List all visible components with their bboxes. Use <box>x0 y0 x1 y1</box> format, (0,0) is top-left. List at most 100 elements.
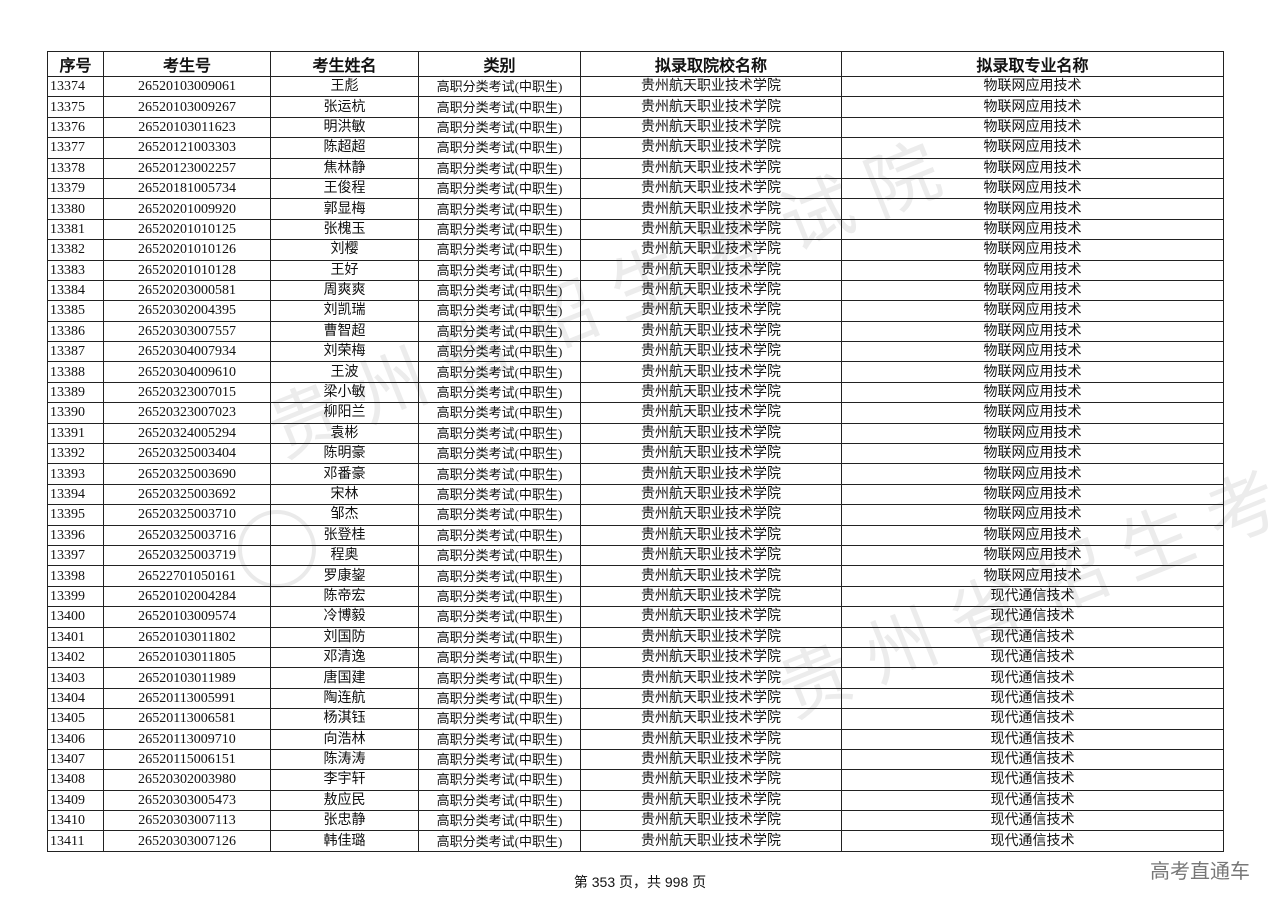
cell-seq: 13379 <box>47 177 104 200</box>
cell-exam-id: 26520201010128 <box>103 259 271 281</box>
cell-name: 邹杰 <box>270 504 419 526</box>
cell-major: 物联网应用技术 <box>841 422 1224 445</box>
cell-category: 高职分类考试(中职生) <box>418 300 581 322</box>
cell-major: 物联网应用技术 <box>841 443 1224 465</box>
cell-major: 现代通信技术 <box>841 830 1224 852</box>
cell-major: 物联网应用技术 <box>841 463 1224 485</box>
cell-exam-id: 26520304009610 <box>103 361 271 383</box>
cell-school: 贵州航天职业技术学院 <box>580 218 842 241</box>
cell-exam-id: 26520325003710 <box>103 504 271 526</box>
table-row: 13403 26520103011989 唐国建 高职分类考试(中职生) 贵州航天职业技… <box>47 667 1224 689</box>
header-seq: 序号 <box>47 51 104 77</box>
cell-category: 高职分类考试(中职生) <box>418 198 581 220</box>
cell-exam-id: 26520302004395 <box>103 300 271 322</box>
cell-seq: 13409 <box>47 789 104 812</box>
cell-name: 袁彬 <box>270 422 419 445</box>
header-exam-id: 考生号 <box>103 51 271 77</box>
cell-name: 陈明豪 <box>270 443 419 465</box>
cell-name: 张登桂 <box>270 524 419 546</box>
cell-seq: 13377 <box>47 137 104 159</box>
cell-major: 物联网应用技术 <box>841 218 1224 241</box>
cell-major: 现代通信技术 <box>841 667 1224 689</box>
cell-major: 物联网应用技术 <box>841 483 1224 506</box>
cell-school: 贵州航天职业技术学院 <box>580 544 842 567</box>
cell-category: 高职分类考试(中职生) <box>418 708 581 730</box>
table-row: 13389 26520323007015 梁小敏 高职分类考试(中职生) 贵州航天职业技… <box>47 381 1224 404</box>
cell-major: 物联网应用技术 <box>841 565 1224 587</box>
cell-seq: 13394 <box>47 483 104 506</box>
cell-seq: 13399 <box>47 585 104 608</box>
cell-exam-id: 26520325003719 <box>103 544 271 567</box>
cell-seq: 13396 <box>47 524 104 546</box>
cell-name: 敖应民 <box>270 789 419 812</box>
table-row: 13401 26520103011802 刘国防 高职分类考试(中职生) 贵州航天职业技… <box>47 626 1224 648</box>
page-info: 第 353 页，共 998 页 <box>573 874 707 890</box>
table-row: 13411 26520303007126 韩佳璐 高职分类考试(中职生) 贵州航天职业技… <box>47 830 1224 852</box>
cell-major: 现代通信技术 <box>841 585 1224 608</box>
table-row: 13399 26520102004284 陈帝宏 高职分类考试(中职生) 贵州航天职业技… <box>47 585 1224 608</box>
table-row: 13410 26520303007113 张忠静 高职分类考试(中职生) 贵州航天职业技… <box>47 810 1224 832</box>
table-row: 13376 26520103011623 明洪敏 高职分类考试(中职生) 贵州航天职业技… <box>47 116 1224 139</box>
cell-school: 贵州航天职业技术学院 <box>580 504 842 526</box>
cell-exam-id: 26520103011623 <box>103 116 271 139</box>
cell-school: 贵州航天职业技术学院 <box>580 789 842 812</box>
cell-name: 李宇轩 <box>270 769 419 791</box>
cell-school: 贵州航天职业技术学院 <box>580 116 842 139</box>
cell-category: 高职分类考试(中职生) <box>418 443 581 465</box>
table-row: 13409 26520303005473 敖应民 高职分类考试(中职生) 贵州航天职业技… <box>47 789 1224 812</box>
cell-seq: 13405 <box>47 708 104 730</box>
cell-name: 刘荣梅 <box>270 341 419 363</box>
table-row: 13375 26520103009267 张运杭 高职分类考试(中职生) 贵州航天职业技… <box>47 96 1224 118</box>
table-row: 13381 26520201010125 张槐玉 高职分类考试(中职生) 贵州航天职业技… <box>47 218 1224 241</box>
table-row: 13395 26520325003710 邹杰 高职分类考试(中职生) 贵州航天职业技术… <box>47 504 1224 526</box>
cell-seq: 13383 <box>47 259 104 281</box>
cell-exam-id: 26522701050161 <box>103 565 271 587</box>
cell-name: 柳阳兰 <box>270 402 419 424</box>
cell-exam-id: 26520201010125 <box>103 218 271 241</box>
cell-seq: 13411 <box>47 830 104 852</box>
cell-name: 陈涛涛 <box>270 748 419 771</box>
cell-name: 王俊程 <box>270 177 419 200</box>
cell-major: 现代通信技术 <box>841 646 1224 669</box>
cell-name: 陈帝宏 <box>270 585 419 608</box>
cell-exam-id: 26520103009574 <box>103 606 271 628</box>
cell-category: 高职分类考试(中职生) <box>418 75 581 98</box>
cell-seq: 13380 <box>47 198 104 220</box>
cell-category: 高职分类考试(中职生) <box>418 402 581 424</box>
cell-name: 周爽爽 <box>270 279 419 302</box>
cell-school: 贵州航天职业技术学院 <box>580 96 842 118</box>
table-row: 13394 26520325003692 宋林 高职分类考试(中职生) 贵州航天职业技术… <box>47 483 1224 506</box>
cell-school: 贵州航天职业技术学院 <box>580 646 842 669</box>
table-row: 13385 26520302004395 刘凯瑞 高职分类考试(中职生) 贵州航天职业技… <box>47 300 1224 322</box>
cell-seq: 13375 <box>47 96 104 118</box>
cell-major: 现代通信技术 <box>841 810 1224 832</box>
cell-school: 贵州航天职业技术学院 <box>580 198 842 220</box>
table-row: 13388 26520304009610 王波 高职分类考试(中职生) 贵州航天职业技术… <box>47 361 1224 383</box>
table-row: 13382 26520201010126 刘樱 高职分类考试(中职生) 贵州航天职业技术… <box>47 239 1224 261</box>
table-row: 13392 26520325003404 陈明豪 高职分类考试(中职生) 贵州航天职业技… <box>47 443 1224 465</box>
cell-school: 贵州航天职业技术学院 <box>580 810 842 832</box>
header-school: 拟录取院校名称 <box>580 51 842 77</box>
cell-name: 张运杭 <box>270 96 419 118</box>
cell-school: 贵州航天职业技术学院 <box>580 463 842 485</box>
cell-category: 高职分类考试(中职生) <box>418 422 581 445</box>
cell-exam-id: 26520323007023 <box>103 402 271 424</box>
cell-school: 贵州航天职业技术学院 <box>580 830 842 852</box>
header-category: 类别 <box>418 51 581 77</box>
cell-seq: 13402 <box>47 646 104 669</box>
cell-major: 物联网应用技术 <box>841 239 1224 261</box>
table-body: 13374 26520103009061 王彪 高职分类考试(中职生) 贵州航天职业技术… <box>47 75 1224 852</box>
cell-school: 贵州航天职业技术学院 <box>580 443 842 465</box>
cell-school: 贵州航天职业技术学院 <box>580 769 842 791</box>
cell-exam-id: 26520325003690 <box>103 463 271 485</box>
cell-exam-id: 26520103011805 <box>103 646 271 669</box>
cell-exam-id: 26520113006581 <box>103 708 271 730</box>
cell-name: 王好 <box>270 259 419 281</box>
cell-seq: 13384 <box>47 279 104 302</box>
table-row: 13402 26520103011805 邓清逸 高职分类考试(中职生) 贵州航天职业技… <box>47 646 1224 669</box>
table-row: 13377 26520121003303 陈超超 高职分类考试(中职生) 贵州航天职业技… <box>47 137 1224 159</box>
cell-category: 高职分类考试(中职生) <box>418 585 581 608</box>
cell-name: 唐国建 <box>270 667 419 689</box>
cell-major: 现代通信技术 <box>841 769 1224 791</box>
cell-seq: 13408 <box>47 769 104 791</box>
